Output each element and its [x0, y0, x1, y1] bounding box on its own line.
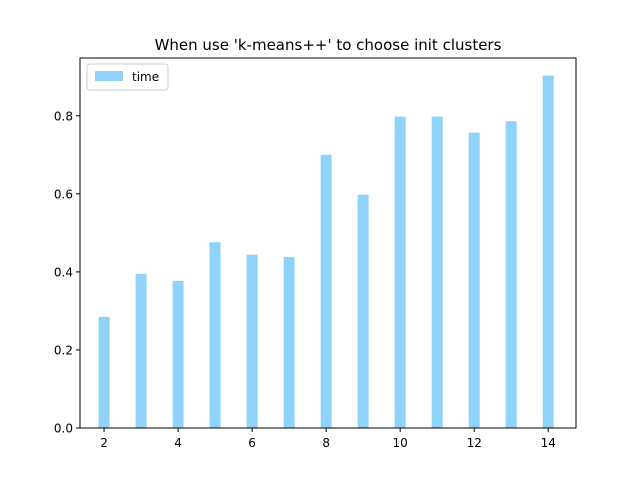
x-tick-label: 14: [541, 436, 556, 450]
bar-x4: [172, 280, 184, 428]
bar-x3: [135, 273, 147, 428]
x-tick-label: 2: [100, 436, 108, 450]
legend-swatch: [95, 71, 123, 81]
plot-frame: [79, 57, 577, 429]
x-tick-label: 10: [393, 436, 408, 450]
legend-label: time: [132, 70, 159, 84]
x-tick-label: 8: [322, 436, 330, 450]
legend: time: [86, 63, 169, 91]
bars-group: [98, 75, 554, 429]
bar-x2: [98, 316, 110, 428]
bar-x8: [320, 154, 332, 429]
x-tick-label: 12: [467, 436, 482, 450]
axes-group: 2 4 6 8 10 12 14 0.0 0.2 0.4 0.6 0.8: [54, 57, 577, 450]
bar-x12: [468, 132, 480, 429]
y-tick-label: 0.2: [54, 343, 73, 357]
x-tick-label: 4: [174, 436, 182, 450]
bar-x6: [246, 254, 258, 428]
y-tick-label: 0.4: [54, 265, 73, 279]
y-tick-label: 0.6: [54, 187, 73, 201]
y-tick-label: 0.0: [54, 422, 73, 436]
bar-x9: [357, 194, 369, 428]
bar-x5: [209, 242, 221, 428]
bar-x10: [394, 116, 406, 428]
bar-x13: [505, 121, 517, 428]
x-tick-label: 6: [248, 436, 256, 450]
bar-x14: [542, 75, 554, 428]
bar-x7: [283, 257, 295, 428]
y-tick-label: 0.8: [54, 109, 73, 123]
chart-title: When use 'k-means++' to choose init clus…: [155, 36, 502, 54]
bar-x11: [431, 116, 443, 428]
legend-frame: [86, 63, 169, 91]
